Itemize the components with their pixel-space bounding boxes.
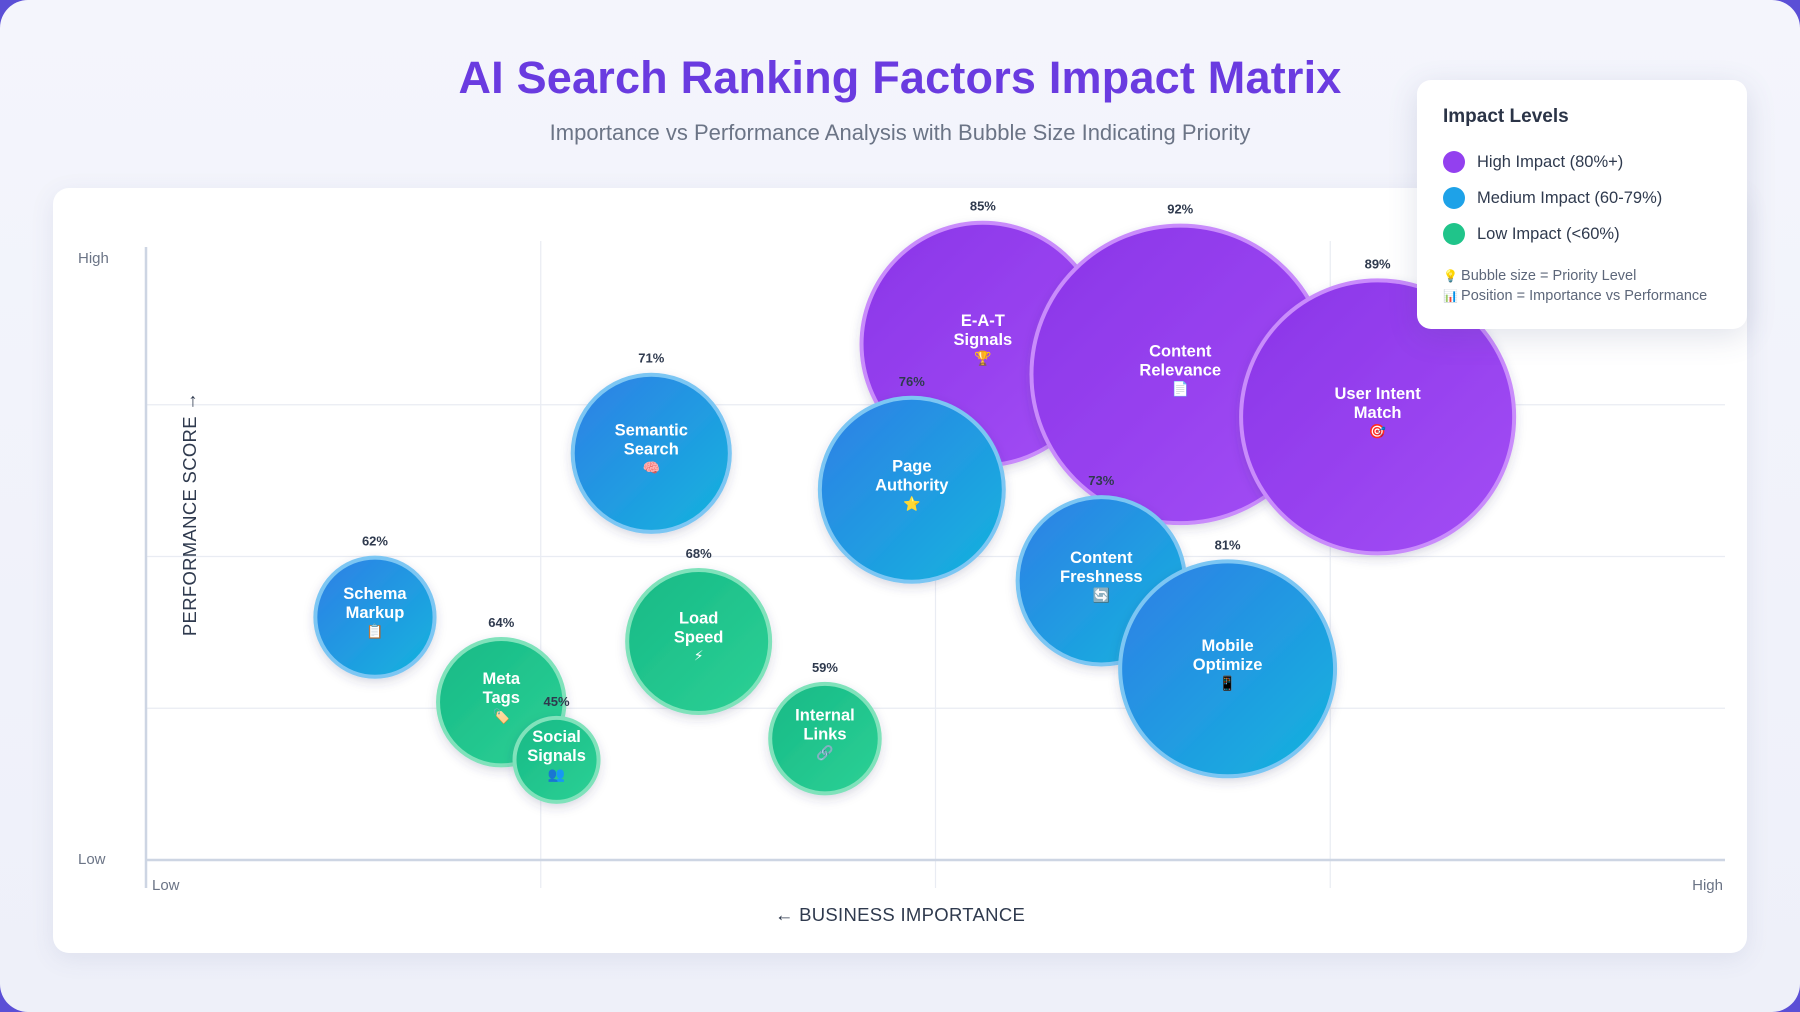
legend-item-low: Low Impact (<60%)	[1443, 216, 1721, 252]
y-axis-label: PERFORMANCE SCORE →	[179, 392, 200, 636]
bubble-value-label-load-speed: 68%	[686, 546, 712, 561]
bubble-label-line-2-social-signals: Signals	[527, 747, 586, 765]
bubble-icon-page-authority: ⭐	[903, 496, 920, 512]
bubble-value-label-meta-tags: 64%	[488, 615, 514, 630]
bubble-label-line-1-semantic-search: Semantic	[615, 421, 688, 439]
legend-note-position-text: Position = Importance vs Performance	[1461, 288, 1708, 304]
bubble-label-line-2-user-intent-match: Match	[1354, 404, 1402, 422]
y-tick-high: High	[78, 250, 109, 267]
bubble-label-line-2-mobile-optimize: Optimize	[1193, 656, 1263, 674]
bubble-icon-content-freshness: 🔄	[1093, 587, 1110, 604]
bubble-label-line-2-internal-links: Links	[803, 726, 846, 744]
bubble-icon-meta-tags: 🏷️	[493, 708, 510, 725]
bubble-chart: High Low Low High ← BUSINESS IMPORTANCE PERFO…	[78, 199, 1725, 925]
bubble-value-label-user-intent-match: 89%	[1365, 256, 1391, 271]
bubble-icon-schema-markup: 📋	[366, 623, 383, 640]
bubble-label-line-2-content-relevance: Relevance	[1139, 361, 1221, 379]
bubble-circle-semantic-search	[570, 372, 732, 534]
bubble-icon-mobile-optimize: 📱	[1219, 675, 1236, 692]
bubble-value-label-content-relevance: 92%	[1167, 202, 1193, 217]
bubbles: 85%E-A-TSignals🏆92%ContentRelevance📄89%U…	[313, 199, 1517, 804]
legend-label-low: Low Impact (<60%)	[1477, 224, 1620, 243]
legend-item-medium: Medium Impact (60-79%)	[1443, 180, 1721, 216]
x-tick-low: Low	[152, 877, 180, 894]
legend-item-high: High Impact (80%+)	[1443, 144, 1721, 180]
bubble-circle-schema-markup	[313, 555, 437, 679]
bubble-label-line-2-content-freshness: Freshness	[1060, 568, 1143, 586]
bubble-label-line-1-load-speed: Load	[679, 609, 718, 627]
bubble-label-line-2-e-a-t-signals: Signals	[954, 331, 1013, 349]
bubble-value-label-page-authority: 76%	[899, 374, 925, 389]
legend-note-size: 💡 Bubble size = Priority Level	[1443, 266, 1721, 286]
bubble-label-line-1-internal-links: Internal	[795, 707, 855, 725]
bubble-label-line-2-load-speed: Speed	[674, 628, 724, 646]
legend-title: Impact Levels	[1443, 106, 1569, 127]
bubble-icon-social-signals: 👥	[548, 766, 565, 783]
bubble-icon-internal-links: 🔗	[816, 744, 834, 762]
legend-note-size-text: Bubble size = Priority Level	[1461, 268, 1637, 284]
bubble-circle-internal-links	[768, 681, 882, 796]
bubble-icon-content-relevance: 📄	[1172, 380, 1189, 397]
legend-notes: 💡 Bubble size = Priority Level 📊 Positio…	[1443, 266, 1721, 306]
bubble-circle-page-authority	[817, 395, 1006, 584]
bubble-icon-semantic-search: 🧠	[643, 459, 660, 475]
bubble-label-line-1-user-intent-match: User Intent	[1335, 385, 1422, 403]
bubble-label-line-2-page-authority: Authority	[875, 477, 949, 495]
axes: High Low Low High ← BUSINESS IMPORTANCE PERFO…	[78, 247, 1725, 925]
bubble-label-line-2-schema-markup: Markup	[346, 604, 405, 622]
bubble-label-line-2-semantic-search: Search	[624, 440, 679, 458]
bar-chart-icon: 📊	[1443, 289, 1458, 303]
bubble-label-line-1-content-freshness: Content	[1070, 549, 1133, 567]
bubble-value-label-content-freshness: 73%	[1088, 473, 1114, 488]
legend-panel: Impact Levels High Impact (80%+) Medium …	[1417, 80, 1747, 329]
bubble-value-label-internal-links: 59%	[812, 660, 838, 675]
bubble-label-line-1-e-a-t-signals: E-A-T	[961, 312, 1005, 330]
bubble-circle-mobile-optimize	[1118, 559, 1338, 779]
y-tick-low: Low	[78, 851, 106, 868]
bubble-label-line-2-meta-tags: Tags	[483, 689, 520, 707]
bubble-label-line-1-social-signals: Social	[532, 728, 581, 746]
legend-dot-medium	[1443, 187, 1465, 209]
legend-dot-low	[1443, 223, 1465, 245]
chart-title: AI Search Ranking Factors Impact Matrix	[458, 52, 1342, 103]
x-axis-label: ← BUSINESS IMPORTANCE	[775, 904, 1025, 925]
bubble-icon-user-intent-match: 🎯	[1369, 423, 1387, 439]
bubble-label-line-1-meta-tags: Meta	[482, 670, 520, 688]
bubble-circle-user-intent-match	[1239, 278, 1517, 556]
x-tick-high: High	[1692, 877, 1723, 894]
bubble-icon-load-speed: ⚡	[694, 647, 704, 663]
lightbulb-icon: 💡	[1443, 269, 1458, 283]
bubble-value-label-schema-markup: 62%	[362, 534, 388, 549]
chart-card: High Low Low High ← BUSINESS IMPORTANCE PERFO…	[53, 188, 1747, 953]
chart-subtitle: Importance vs Performance Analysis with …	[549, 120, 1251, 145]
bubble-value-label-e-a-t-signals: 85%	[970, 199, 996, 214]
bubble-value-label-mobile-optimize: 81%	[1215, 537, 1241, 552]
legend-label-medium: Medium Impact (60-79%)	[1477, 188, 1663, 207]
bubble-value-label-semantic-search: 71%	[638, 351, 664, 366]
legend-note-position: 📊 Position = Importance vs Performance	[1443, 286, 1721, 306]
bubble-label-line-1-content-relevance: Content	[1149, 342, 1212, 360]
legend-dot-high	[1443, 151, 1465, 173]
bubble-circle-load-speed	[625, 567, 773, 715]
bubble-icon-e-a-t-signals: 🏆	[974, 350, 992, 367]
bubble-circle-social-signals	[512, 715, 601, 804]
bubble-label-line-1-mobile-optimize: Mobile	[1201, 637, 1253, 655]
bubble-label-line-1-schema-markup: Schema	[343, 585, 407, 603]
bubble-label-line-1-page-authority: Page	[892, 458, 931, 476]
legend-label-high: High Impact (80%+)	[1477, 152, 1624, 171]
bubble-value-label-social-signals: 45%	[544, 694, 570, 709]
